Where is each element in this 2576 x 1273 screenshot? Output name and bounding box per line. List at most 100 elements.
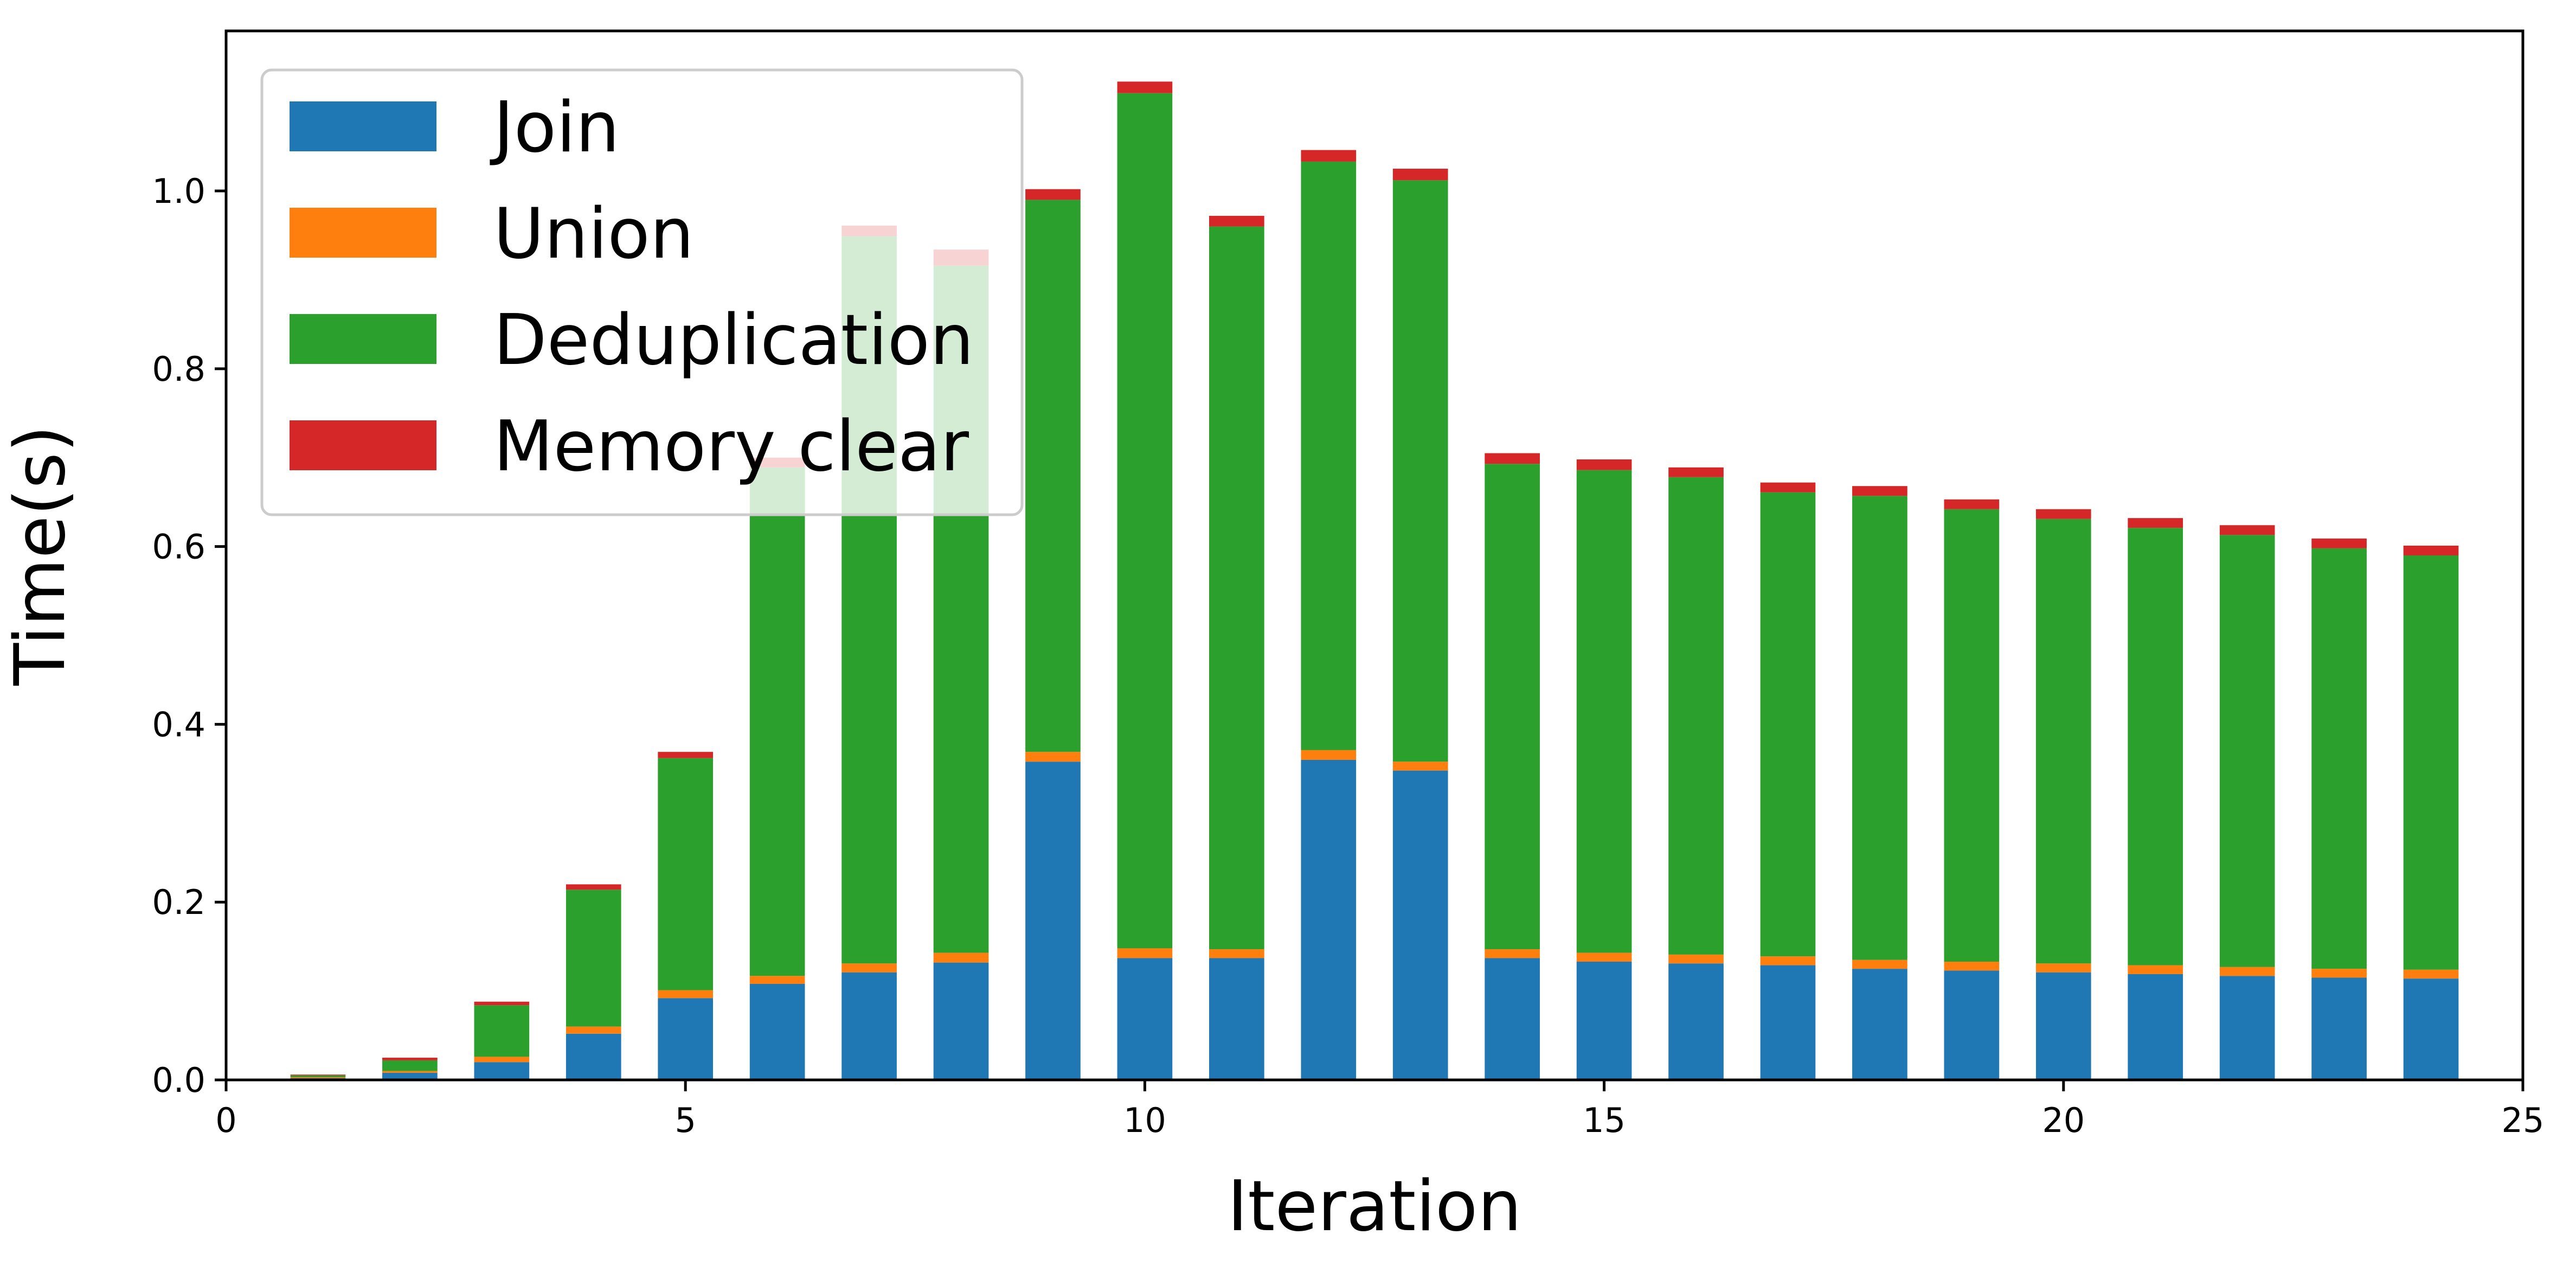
bar-join-21: [2128, 974, 2183, 1080]
bar-deduplication-16: [1668, 477, 1724, 955]
bar-memory-clear-11: [1209, 215, 1264, 227]
bar-union-15: [1576, 952, 1632, 962]
bar-join-2: [382, 1072, 438, 1080]
bar-deduplication-11: [1209, 226, 1264, 950]
bar-deduplication-17: [1760, 492, 1816, 957]
bar-memory-clear-19: [1944, 499, 2000, 509]
x-tick-label: 10: [1123, 1101, 1166, 1140]
bar-join-18: [1852, 969, 1907, 1080]
bar-deduplication-21: [2128, 528, 2183, 965]
x-axis-label: Iteration: [1228, 1166, 1522, 1247]
legend-label-deduplication: Deduplication: [493, 300, 974, 381]
bars-group: [290, 81, 2459, 1080]
bar-deduplication-20: [2035, 519, 2091, 964]
bar-join-23: [2311, 977, 2367, 1080]
y-tick-label: 0.8: [152, 349, 205, 389]
bar-union-7: [841, 963, 897, 973]
x-axis: 0 5 10 15 20 25: [215, 1080, 2544, 1140]
bar-union-22: [2219, 967, 2275, 976]
bar-memory-clear-14: [1485, 453, 1540, 464]
bar-memory-clear-22: [2219, 525, 2275, 535]
bar-memory-clear-21: [2128, 518, 2183, 528]
bar-memory-clear-4: [566, 884, 621, 890]
bar-union-13: [1392, 762, 1448, 771]
bar-memory-clear-12: [1301, 150, 1357, 162]
bar-join-15: [1576, 962, 1632, 1080]
y-tick-label: 1.0: [152, 171, 205, 211]
bar-deduplication-1: [290, 1075, 346, 1078]
legend-swatch-deduplication: [290, 314, 436, 364]
bar-join-7: [841, 972, 897, 1080]
bar-deduplication-12: [1301, 161, 1357, 750]
bar-memory-clear-3: [474, 1001, 530, 1006]
bar-join-17: [1760, 965, 1816, 1080]
bar-union-10: [1117, 948, 1173, 958]
bar-union-17: [1760, 956, 1816, 965]
bar-memory-clear-9: [1025, 189, 1081, 200]
bar-memory-clear-20: [2035, 509, 2091, 519]
y-tick-label: 0.4: [152, 705, 205, 744]
x-tick-label: 20: [2042, 1101, 2085, 1140]
legend: Join Union Deduplication Memory clear: [260, 68, 1024, 516]
plot-frame: [224, 29, 2524, 1082]
bar-deduplication-24: [2403, 555, 2459, 970]
bar-join-19: [1944, 970, 2000, 1080]
bar-union-12: [1301, 750, 1357, 760]
legend-label-union: Union: [493, 194, 694, 274]
bar-join-24: [2403, 978, 2459, 1080]
legend-swatch-union: [290, 208, 436, 258]
bar-union-20: [2035, 963, 2091, 973]
bar-memory-clear-24: [2403, 545, 2459, 555]
bar-join-12: [1301, 759, 1357, 1080]
bar-deduplication-4: [566, 890, 621, 1027]
x-tick-label: 5: [674, 1101, 696, 1140]
bar-memory-clear-13: [1392, 169, 1448, 181]
bar-union-18: [1852, 959, 1907, 969]
bar-deduplication-2: [382, 1060, 438, 1071]
bar-union-4: [566, 1026, 621, 1034]
bar-union-14: [1485, 949, 1540, 958]
bar-memory-clear-1: [290, 1074, 346, 1076]
bar-memory-clear-23: [2311, 538, 2367, 548]
x-tick-label: 0: [215, 1101, 236, 1140]
legend-label-memory-clear: Memory clear: [493, 406, 969, 487]
y-axis: 0.0 0.2 0.4 0.6 0.8 1.0: [152, 171, 226, 1100]
bar-join-3: [474, 1062, 530, 1080]
bar-union-21: [2128, 965, 2183, 974]
legend-label-join: Join: [490, 87, 620, 168]
bar-union-11: [1209, 949, 1264, 958]
bar-deduplication-14: [1485, 464, 1540, 950]
bar-join-8: [933, 962, 989, 1080]
y-tick-label: 0.6: [152, 527, 205, 567]
bar-deduplication-18: [1852, 496, 1907, 960]
bar-join-5: [658, 998, 714, 1080]
bar-union-24: [2403, 969, 2459, 979]
x-tick-label: 25: [2502, 1101, 2545, 1140]
bar-deduplication-5: [658, 758, 714, 990]
bar-union-9: [1025, 752, 1081, 762]
legend-swatch-memory-clear: [290, 420, 436, 470]
bar-deduplication-22: [2219, 535, 2275, 967]
bar-memory-clear-16: [1668, 467, 1724, 477]
bar-join-4: [566, 1033, 621, 1080]
bar-memory-clear-18: [1852, 486, 1907, 496]
bar-join-11: [1209, 958, 1264, 1080]
bar-join-20: [2035, 972, 2091, 1080]
bar-union-1: [290, 1077, 346, 1078]
bar-memory-clear-17: [1760, 482, 1816, 492]
bar-union-8: [933, 952, 989, 963]
bar-join-6: [749, 983, 805, 1080]
bar-deduplication-10: [1117, 93, 1173, 949]
bar-deduplication-9: [1025, 200, 1081, 752]
bar-deduplication-15: [1576, 470, 1632, 953]
y-tick-label: 0.2: [152, 882, 205, 922]
bar-join-10: [1117, 958, 1173, 1080]
bar-join-22: [2219, 976, 2275, 1080]
legend-swatch-join: [290, 101, 436, 151]
bar-memory-clear-15: [1576, 459, 1632, 470]
bar-union-5: [658, 990, 714, 999]
y-tick-label: 0.0: [152, 1060, 205, 1100]
bar-deduplication-19: [1944, 509, 2000, 962]
bar-memory-clear-5: [658, 752, 714, 758]
